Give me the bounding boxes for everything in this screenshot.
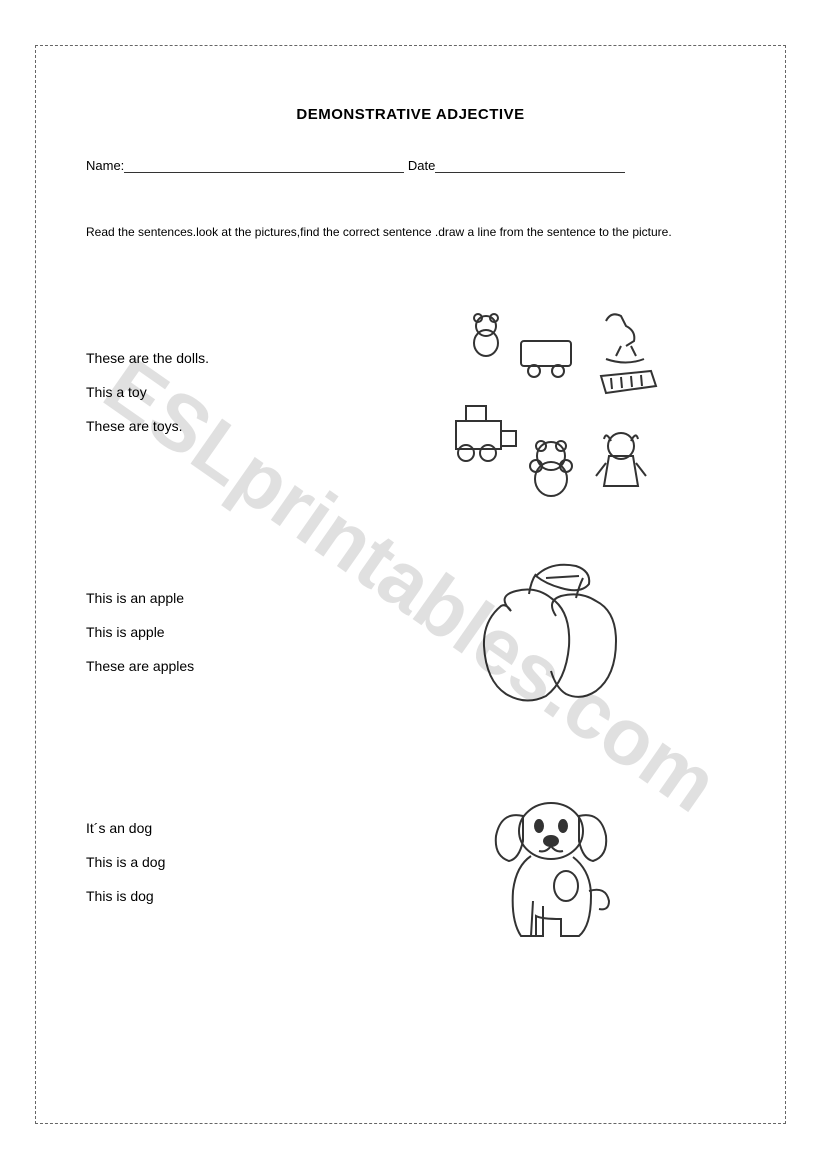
exercise-1-sentences: These are the dolls. This a toy These ar… xyxy=(86,350,366,452)
exercise-2: This is an apple This is apple These are… xyxy=(86,556,735,726)
toys-picture xyxy=(366,301,735,501)
sentence: These are toys. xyxy=(86,418,366,434)
sentence: These are apples xyxy=(86,658,366,674)
sentence: This is apple xyxy=(86,624,366,640)
dog-picture xyxy=(366,781,735,961)
exercise-3: It´s an dog This is a dog This is dog xyxy=(86,781,735,961)
sentence: These are the dolls. xyxy=(86,350,366,366)
sentence: This is an apple xyxy=(86,590,366,606)
toys-icon xyxy=(426,301,676,501)
dog-icon xyxy=(461,781,641,961)
exercise-2-sentences: This is an apple This is apple These are… xyxy=(86,590,366,692)
apples-picture xyxy=(366,556,735,726)
page-border: ESLprintables.com DEMONSTRATIVE ADJECTIV… xyxy=(35,45,786,1124)
exercise-1: These are the dolls. This a toy These ar… xyxy=(86,301,735,501)
sentence: This a toy xyxy=(86,384,366,400)
instructions-text: Read the sentences.look at the pictures,… xyxy=(86,223,735,241)
worksheet-content: ESLprintables.com DEMONSTRATIVE ADJECTIV… xyxy=(36,46,785,1123)
worksheet-title: DEMONSTRATIVE ADJECTIVE xyxy=(86,106,735,123)
name-date-fields: Name: Date xyxy=(86,158,735,173)
sentence: This is a dog xyxy=(86,854,366,870)
exercise-3-sentences: It´s an dog This is a dog This is dog xyxy=(86,820,366,922)
sentence: This is dog xyxy=(86,888,366,904)
apples-icon xyxy=(451,556,651,726)
date-blank[interactable] xyxy=(435,160,625,173)
name-label: Name: xyxy=(86,158,124,173)
sentence: It´s an dog xyxy=(86,820,366,836)
name-blank[interactable] xyxy=(124,160,404,173)
date-label: Date xyxy=(408,158,435,173)
